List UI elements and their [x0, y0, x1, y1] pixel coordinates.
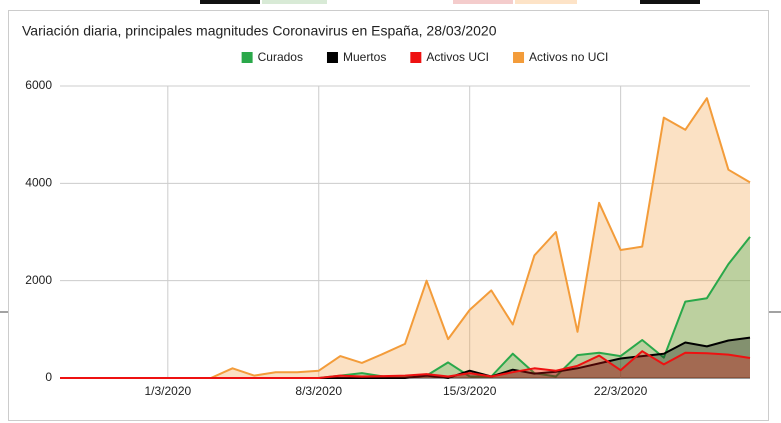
x-tick-label: 8/3/2020	[295, 384, 342, 398]
series-area	[60, 351, 750, 378]
x-tick-label: 1/3/2020	[144, 384, 191, 398]
y-tick-label: 2000	[25, 273, 52, 287]
cell-strip	[453, 0, 513, 4]
legend-label: Muertos	[343, 50, 386, 64]
legend-swatch	[241, 52, 253, 63]
series-line	[60, 350, 751, 379]
cell-strip	[262, 0, 327, 4]
series-area	[60, 236, 750, 378]
y-tick-label: 0	[45, 370, 52, 384]
chart-title: Variación diaria, principales magnitudes…	[22, 23, 497, 39]
series-area	[60, 337, 750, 378]
legend-swatch	[326, 52, 338, 63]
legend-swatch	[410, 52, 422, 63]
x-tick-label: 22/3/2020	[594, 384, 648, 398]
x-tick-label: 15/3/2020	[443, 384, 497, 398]
legend-label: Activos UCI	[426, 50, 489, 64]
legend-label: Curados	[258, 50, 303, 64]
y-tick-label: 4000	[25, 176, 52, 190]
cell-strip	[515, 0, 577, 4]
legend-swatch	[513, 52, 525, 63]
cell-strip	[640, 0, 700, 4]
cell-strip	[200, 0, 260, 4]
series-area	[60, 98, 750, 378]
legend-label: Activos no UCI	[529, 50, 608, 64]
y-tick-label: 6000	[25, 78, 52, 92]
